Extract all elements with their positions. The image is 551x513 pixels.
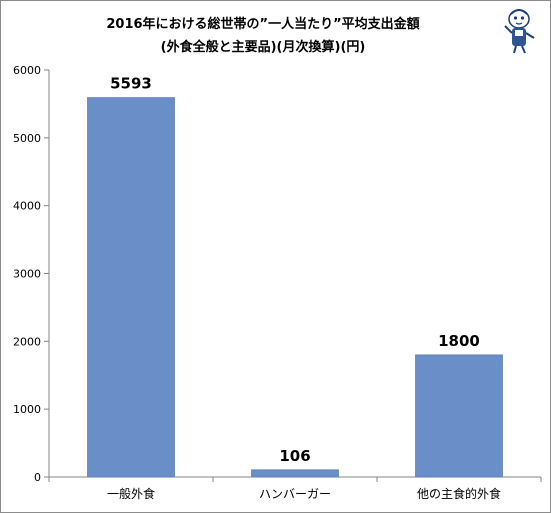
category-label: ハンバーガー <box>259 487 331 501</box>
y-tick-label: 4000 <box>13 200 41 213</box>
plot-area: 0 1000 2000 3000 4000 5000 6000 5593 一般外食 106 ハンバー… <box>13 64 542 501</box>
data-label: 106 <box>279 447 310 465</box>
category-label: 一般外食 <box>107 486 155 501</box>
y-tick-label: 6000 <box>13 64 41 77</box>
bar <box>415 354 503 478</box>
data-label: 5593 <box>110 75 152 93</box>
y-tick-label: 0 <box>34 471 41 484</box>
y-tick-label: 2000 <box>13 335 41 348</box>
y-tick-label: 3000 <box>13 268 41 281</box>
y-tick-label: 1000 <box>13 403 41 416</box>
chart-title: 2016年における総世帯の”一人当たり”平均支出金額 <box>106 16 419 32</box>
bar <box>87 97 175 478</box>
category-label: 他の主食的外食 <box>417 486 501 501</box>
mascot-character-icon <box>504 9 535 54</box>
y-tick-label: 5000 <box>13 132 41 145</box>
bar <box>251 469 339 478</box>
chart-subtitle: (外食全般と主要品)(月次換算)(円) <box>161 39 366 55</box>
data-label: 1800 <box>438 332 480 350</box>
